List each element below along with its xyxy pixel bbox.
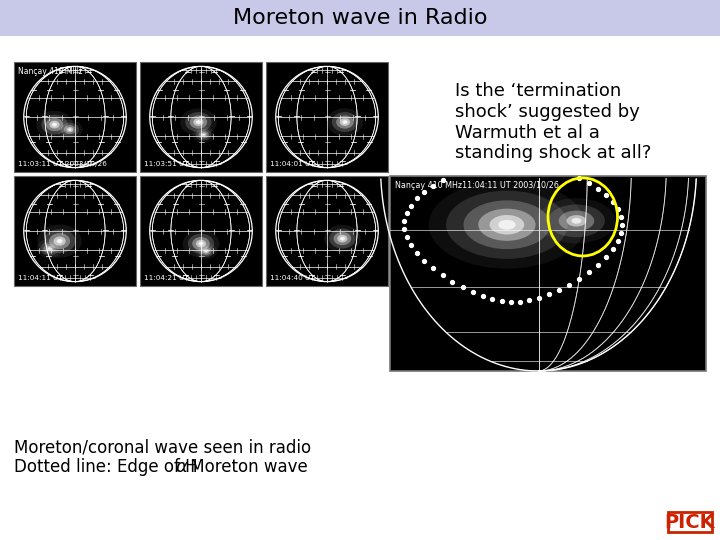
Bar [140, 62, 262, 172]
Ellipse shape [49, 248, 50, 249]
Bar [266, 176, 388, 286]
Ellipse shape [196, 129, 212, 140]
Bar [390, 176, 706, 371]
Ellipse shape [58, 240, 61, 242]
Ellipse shape [52, 123, 57, 126]
Ellipse shape [69, 129, 71, 130]
Ellipse shape [199, 242, 204, 246]
Ellipse shape [332, 112, 358, 132]
Ellipse shape [50, 121, 60, 129]
Ellipse shape [200, 132, 207, 137]
Ellipse shape [189, 116, 207, 129]
Ellipse shape [53, 237, 66, 246]
Ellipse shape [324, 225, 361, 252]
Ellipse shape [57, 120, 83, 139]
Ellipse shape [60, 123, 79, 137]
Ellipse shape [197, 122, 199, 123]
Ellipse shape [446, 191, 568, 259]
Ellipse shape [205, 251, 207, 252]
Ellipse shape [48, 247, 51, 250]
Ellipse shape [198, 245, 214, 257]
Ellipse shape [196, 120, 201, 124]
Ellipse shape [329, 229, 356, 248]
Ellipse shape [192, 126, 215, 143]
Ellipse shape [68, 129, 72, 131]
Ellipse shape [333, 232, 351, 245]
Bar [140, 176, 262, 286]
Ellipse shape [559, 211, 594, 231]
Text: Is the ‘termination
shock’ suggested by
Warmuth et al a
standing shock at all?: Is the ‘termination shock’ suggested by … [455, 82, 652, 163]
Ellipse shape [57, 239, 63, 244]
Ellipse shape [202, 133, 205, 136]
Bar [0, 0, 720, 36]
Ellipse shape [340, 237, 345, 240]
Ellipse shape [548, 205, 605, 237]
Ellipse shape [327, 109, 363, 136]
Ellipse shape [195, 243, 217, 260]
Ellipse shape [183, 230, 220, 258]
Ellipse shape [567, 215, 586, 227]
Ellipse shape [53, 124, 55, 125]
Text: 11:04:21 UT: 11:04:21 UT [144, 275, 189, 281]
Ellipse shape [43, 244, 55, 253]
Ellipse shape [537, 198, 616, 244]
Ellipse shape [193, 118, 204, 126]
Ellipse shape [464, 200, 550, 249]
Ellipse shape [41, 114, 68, 134]
Text: α: α [175, 458, 187, 476]
Ellipse shape [478, 208, 536, 241]
Text: 11:03:51 UT: 11:03:51 UT [144, 161, 189, 167]
Ellipse shape [37, 239, 62, 258]
Ellipse shape [572, 218, 582, 224]
Ellipse shape [64, 125, 76, 134]
Ellipse shape [46, 246, 53, 252]
Text: Nançay 410 MHz: Nançay 410 MHz [18, 67, 83, 76]
Ellipse shape [196, 240, 206, 247]
Ellipse shape [192, 237, 210, 250]
Bar [14, 62, 136, 172]
Ellipse shape [46, 118, 63, 131]
Text: 11:04:01 UT: 11:04:01 UT [270, 161, 315, 167]
Bar [266, 62, 388, 172]
Ellipse shape [343, 120, 348, 124]
Ellipse shape [44, 230, 76, 253]
Text: PICK: PICK [665, 512, 715, 531]
Ellipse shape [36, 111, 73, 138]
Ellipse shape [66, 127, 73, 132]
Bar [668, 512, 712, 532]
Ellipse shape [340, 118, 350, 126]
Ellipse shape [40, 242, 58, 255]
Text: Nançay 410 MHz11:04:11 UT 2003/10/26: Nançay 410 MHz11:04:11 UT 2003/10/26 [395, 181, 559, 190]
Ellipse shape [49, 233, 70, 249]
Ellipse shape [336, 116, 354, 129]
Ellipse shape [344, 122, 346, 123]
Text: Moreton/coronal wave seen in radio: Moreton/coronal wave seen in radio [14, 438, 311, 456]
Text: 11:03:11 UT 2003/10/26: 11:03:11 UT 2003/10/26 [18, 161, 107, 167]
Ellipse shape [204, 250, 207, 252]
Ellipse shape [341, 238, 343, 239]
Text: 11:04:40 UT: 11:04:40 UT [270, 275, 315, 281]
Bar [14, 176, 136, 286]
Ellipse shape [37, 225, 81, 258]
Text: Moreton wave in Radio: Moreton wave in Radio [233, 8, 487, 28]
Ellipse shape [490, 215, 524, 234]
Ellipse shape [337, 235, 348, 242]
Text: Dotted line: Edge of H: Dotted line: Edge of H [14, 458, 197, 476]
Ellipse shape [428, 181, 585, 268]
Text: 11:04:11 UT: 11:04:11 UT [18, 275, 63, 281]
Ellipse shape [498, 220, 516, 229]
Ellipse shape [188, 234, 214, 254]
Ellipse shape [203, 249, 210, 254]
Text: Moreton wave: Moreton wave [185, 458, 307, 476]
Ellipse shape [203, 134, 204, 135]
Ellipse shape [200, 243, 202, 245]
Ellipse shape [201, 247, 212, 255]
Ellipse shape [185, 112, 212, 132]
Ellipse shape [198, 131, 209, 139]
Ellipse shape [180, 109, 217, 136]
